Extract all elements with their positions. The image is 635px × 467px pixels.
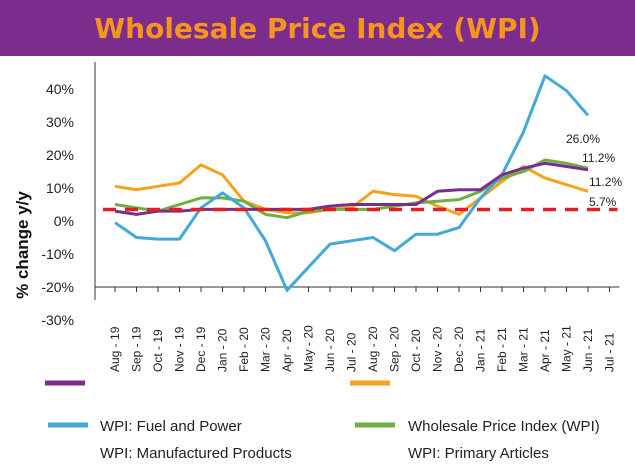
y-tick-label: 10% <box>46 180 74 196</box>
legend-label: WPI: Fuel and Power <box>100 418 242 435</box>
x-tick-label: Apr - 20 <box>280 329 294 372</box>
y-tick-label: -20% <box>41 279 74 295</box>
x-tick-label: May - 21 <box>560 325 574 372</box>
x-tick-label: Jul - 21 <box>603 332 617 372</box>
x-tick-label: Jan - 21 <box>474 328 488 372</box>
chart-title: Wholesale Price Index (WPI) <box>94 11 541 45</box>
data-label: 26.0% <box>566 132 600 146</box>
data-label: 5.7% <box>589 195 617 209</box>
x-tick-label: Nov - 19 <box>173 326 187 372</box>
y-tick-label: -30% <box>41 312 74 328</box>
x-tick-label: Jul - 20 <box>345 332 359 372</box>
x-tick-label: Jun - 21 <box>581 328 595 372</box>
x-tick-label: Aug - 20 <box>366 326 380 372</box>
x-tick-label: Mar - 21 <box>517 327 531 372</box>
x-tick-label: Dec - 19 <box>194 326 208 372</box>
x-tick-label: Sep - 20 <box>388 326 402 372</box>
x-tick-label: Oct - 19 <box>151 329 165 372</box>
y-tick-label: 0% <box>54 213 74 229</box>
x-tick-label: Oct - 20 <box>409 329 423 372</box>
y-tick-label: 40% <box>46 81 74 97</box>
legend-label: Wholesale Price Index (WPI) <box>408 418 600 435</box>
x-tick-label: Aug - 19 <box>108 326 122 372</box>
series-line-1 <box>114 74 590 292</box>
x-tick-label: Feb - 21 <box>495 327 509 372</box>
y-axis-title: % change y/y <box>13 191 32 299</box>
title-bar: Wholesale Price Index (WPI) <box>0 0 635 56</box>
x-tick-label: Nov - 20 <box>431 326 445 372</box>
x-tick-label: May - 20 <box>302 325 316 372</box>
y-tick-label: -10% <box>41 246 74 262</box>
x-tick-label: Mar - 20 <box>259 327 273 372</box>
legend-label: WPI: Primary Articles <box>408 445 549 462</box>
x-tick-label: Dec - 20 <box>452 326 466 372</box>
x-tick-label: Jan - 20 <box>216 328 230 372</box>
x-tick-label: Jun - 20 <box>323 328 337 372</box>
data-label: 11.2% <box>582 151 615 165</box>
legend-label: WPI: Manufactured Products <box>100 445 292 462</box>
x-tick-label: Feb - 20 <box>237 327 251 372</box>
data-label: 11.2% <box>589 175 622 189</box>
x-tick-label: Sep - 19 <box>130 326 144 372</box>
y-tick-label: 20% <box>46 147 74 163</box>
x-tick-label: Apr - 21 <box>538 329 552 372</box>
y-tick-label: 30% <box>46 114 74 130</box>
